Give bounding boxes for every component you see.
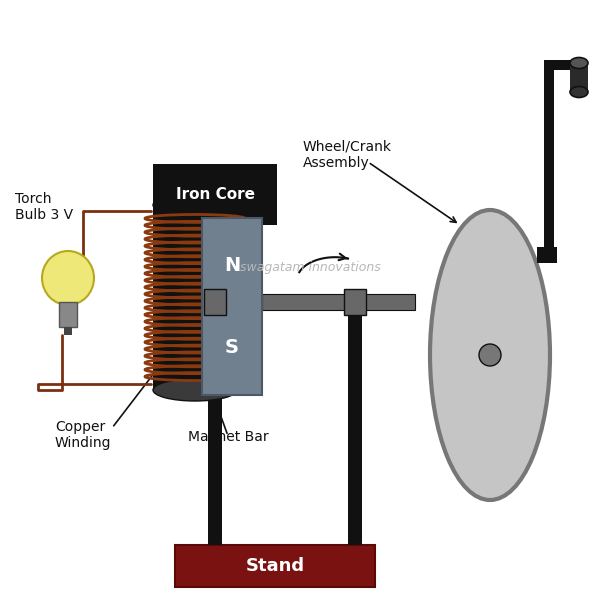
Bar [570, 63, 588, 92]
Ellipse shape [570, 86, 588, 97]
Bar [175, 545, 375, 587]
Text: Wheel/Crank
Assembly: Wheel/Crank Assembly [303, 140, 392, 170]
Text: N: N [224, 256, 240, 275]
Bar [59, 302, 77, 327]
Bar [262, 294, 415, 310]
Bar [208, 310, 222, 545]
Bar [544, 60, 579, 70]
Bar [204, 289, 226, 315]
Text: S: S [225, 338, 239, 357]
Bar [202, 218, 262, 395]
Ellipse shape [153, 194, 237, 216]
Bar [544, 60, 554, 255]
Bar [537, 247, 557, 263]
Ellipse shape [570, 58, 588, 68]
Text: Copper
Winding: Copper Winding [55, 420, 112, 450]
Bar [64, 327, 72, 335]
Text: Iron Core: Iron Core [176, 187, 254, 202]
Ellipse shape [430, 210, 550, 500]
Bar [348, 310, 362, 545]
Text: Torch
Bulb 3 V: Torch Bulb 3 V [15, 192, 73, 222]
Ellipse shape [42, 251, 94, 305]
Ellipse shape [479, 344, 501, 366]
Bar [344, 289, 366, 315]
Bar [153, 205, 237, 390]
Text: Stand: Stand [245, 557, 305, 575]
Text: swagatam innovations: swagatam innovations [239, 260, 380, 274]
Text: Magnet Bar: Magnet Bar [188, 430, 269, 444]
Ellipse shape [153, 379, 237, 401]
